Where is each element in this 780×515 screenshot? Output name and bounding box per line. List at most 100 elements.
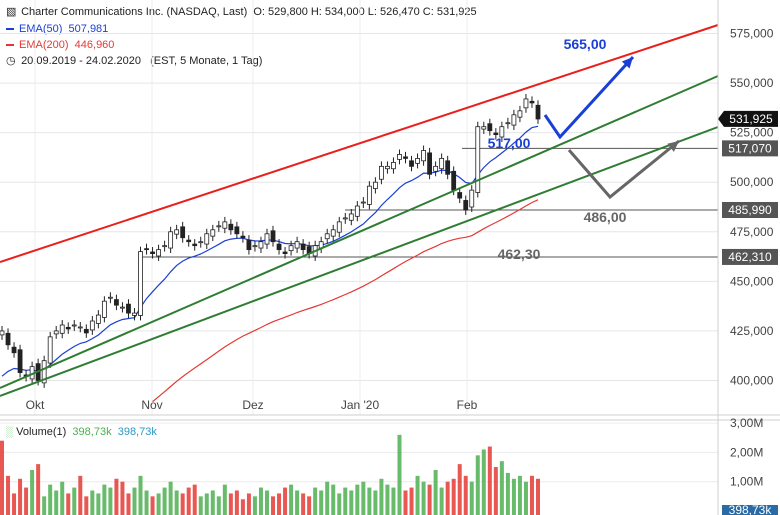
volume-bar [24,487,29,515]
down-target-arrow [567,139,680,200]
volume-bar [114,478,119,515]
volume-bar [313,487,318,515]
volume-bar [0,440,4,515]
volume-bar [271,496,276,515]
candle-body [192,243,198,247]
volume-bar [289,484,294,515]
volume-bar [36,464,41,515]
volume-label: Volume(1) [16,426,67,438]
volume-bar [150,496,155,515]
volume-bar [397,434,402,515]
volume-bar [295,490,300,515]
volume-bar [252,496,257,515]
annotation-label: 486,00 [584,209,627,225]
volume-bar [198,496,203,515]
volume-bar [18,478,23,515]
candle-body [65,326,71,330]
last-price-badge [718,110,778,127]
volume-bar [337,493,342,515]
candle-body [391,161,396,170]
volume-bar [246,493,251,515]
chart-header: ▧ Charter Communications Inc. (NASDAQ, L… [6,5,477,19]
candle-body [409,160,414,167]
candle-body [499,126,505,138]
candle-body [415,158,420,164]
level-badge-label: 485,990 [728,203,772,217]
candle-body [156,249,161,257]
volume-bar [144,490,149,515]
annotation-label: 565,00 [564,36,607,52]
candle-body [59,324,65,334]
candle-body [433,165,439,172]
volume-bar [463,475,468,515]
candle-body [132,312,137,316]
candle-body [451,170,457,191]
volume-bar [96,493,101,515]
down-target-arrow-head [667,141,679,152]
candle-body [126,303,131,314]
volume-bar [373,490,378,515]
candle-body [481,126,487,130]
trend-line-2 [0,126,719,397]
date-range-meta: (EST, 5 Monate, 1 Tag) [150,55,263,67]
ema50-label: EMA(50) [19,23,63,35]
chart-title: Charter Communications Inc. (NASDAQ, Las… [21,6,248,18]
volume-bar [174,490,179,515]
volume-bar [445,481,450,515]
volume-bar [156,493,161,515]
y-tick-label: 550,000 [730,76,774,90]
volume-bar [439,487,444,515]
candle-body [288,245,294,252]
volume-bars [0,434,540,515]
level-badge [722,201,778,218]
candle-body [439,158,445,170]
volume-legend[interactable]: ░ Volume(1) 398,73k 398,73k [6,425,157,440]
volume-bar [511,478,516,515]
candle-body [77,326,83,329]
ema200-path [152,199,539,403]
candle-body [397,154,402,160]
chart-type-icon[interactable]: ▧ [6,6,17,18]
candle-body [445,160,451,175]
candle-body [252,245,258,248]
ema200-label: EMA(200) [19,39,69,51]
candle-body [463,200,469,211]
volume-bar [120,481,125,515]
volume-bar [385,484,390,515]
volume-bar [258,487,263,515]
volume-bar [451,478,456,515]
volume-bar [361,481,366,515]
volume-bar [319,490,324,515]
ema200-line [152,199,539,403]
volume-bar [475,455,480,515]
volume-bar [536,478,540,515]
last-price-label: 531,925 [729,112,773,126]
candle-body [162,245,168,248]
level-badge [722,248,778,265]
ema200-legend[interactable]: EMA(200) 446,960 [6,38,114,52]
volume-bar [168,481,173,515]
candle-body [17,349,23,373]
candle-body [385,165,390,170]
volume-bar [132,487,137,515]
x-tick-label: Jan '20 [341,398,380,412]
volume-bar [48,484,53,515]
upper-channel-line [0,24,719,263]
volume-bar [367,487,372,515]
candle-body [360,201,366,204]
ema50-swatch [6,28,14,31]
ema50-line [1,125,539,377]
ema50-value: 507,981 [68,23,109,35]
volume-bar [54,490,59,515]
candle-body [5,332,11,346]
candle-body [324,233,330,240]
volume-value-2: 398,73k [117,426,157,438]
volume-bar [60,481,65,515]
volume-bar [90,490,95,515]
volume-bar [469,481,474,515]
ema50-legend[interactable]: EMA(50) 507,981 [6,22,108,36]
candle-body [53,330,59,335]
volume-icon: ░ [6,427,14,438]
y-tick-label: 425,000 [730,324,774,338]
